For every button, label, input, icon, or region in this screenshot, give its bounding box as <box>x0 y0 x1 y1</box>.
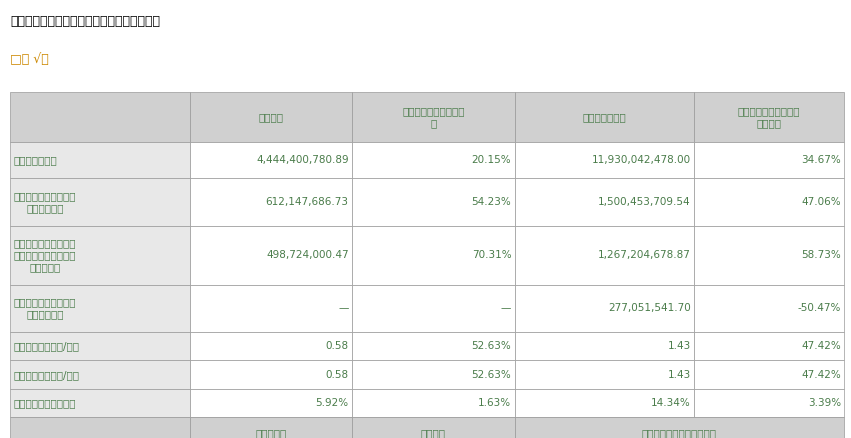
Text: 归属于上市公司股东的
扣除非经常性损益的净
利润（元）: 归属于上市公司股东的 扣除非经常性损益的净 利润（元） <box>14 238 76 272</box>
Text: 1.43: 1.43 <box>667 341 691 351</box>
Text: 20.15%: 20.15% <box>471 155 511 165</box>
Bar <box>515 178 694 226</box>
Bar <box>352 226 515 285</box>
Text: 612,147,686.73: 612,147,686.73 <box>266 197 349 207</box>
Bar <box>10 226 190 285</box>
Bar <box>694 360 844 389</box>
Text: 营业收入（元）: 营业收入（元） <box>14 155 57 165</box>
Bar <box>694 226 844 285</box>
Bar <box>515 142 694 178</box>
Bar <box>190 389 352 417</box>
Bar <box>10 360 190 389</box>
Text: 本报告期末比上年度末增减: 本报告期末比上年度末增减 <box>642 428 717 438</box>
Bar <box>515 417 844 438</box>
Bar <box>694 285 844 332</box>
Text: 54.23%: 54.23% <box>471 197 511 207</box>
Bar <box>352 178 515 226</box>
Text: 498,724,000.47: 498,724,000.47 <box>266 250 349 260</box>
Bar <box>190 178 352 226</box>
Text: 47.42%: 47.42% <box>801 341 841 351</box>
Text: 本报告期: 本报告期 <box>259 112 283 122</box>
Text: 52.63%: 52.63% <box>471 370 511 380</box>
Text: 年初至报告期末比上年
同期增减: 年初至报告期末比上年 同期增减 <box>738 106 801 128</box>
Bar <box>352 389 515 417</box>
Bar <box>352 92 515 142</box>
Bar <box>190 92 352 142</box>
Text: 基本每股收益（元/股）: 基本每股收益（元/股） <box>14 341 80 351</box>
Text: 11,930,042,478.00: 11,930,042,478.00 <box>591 155 691 165</box>
Bar <box>352 417 515 438</box>
Bar <box>190 332 352 360</box>
Text: 本报告期比上年同期增
减: 本报告期比上年同期增 减 <box>403 106 465 128</box>
Text: 52.63%: 52.63% <box>471 341 511 351</box>
Bar <box>190 417 352 438</box>
Bar <box>694 142 844 178</box>
Bar <box>352 332 515 360</box>
Text: 0.58: 0.58 <box>326 341 349 351</box>
Text: 4,444,400,780.89: 4,444,400,780.89 <box>256 155 349 165</box>
Text: 加权平均净资产收益率: 加权平均净资产收益率 <box>14 398 76 408</box>
Bar <box>10 92 190 142</box>
Text: 1.63%: 1.63% <box>478 398 511 408</box>
Bar <box>10 178 190 226</box>
Bar <box>515 226 694 285</box>
Text: □是 √否: □是 √否 <box>10 53 49 66</box>
Text: 34.67%: 34.67% <box>801 155 841 165</box>
Text: 稀释每股收益（元/股）: 稀释每股收益（元/股） <box>14 370 80 380</box>
Text: 1.43: 1.43 <box>667 370 691 380</box>
Text: —: — <box>501 304 511 313</box>
Bar <box>515 332 694 360</box>
Text: 年初至报告期末: 年初至报告期末 <box>583 112 626 122</box>
Bar <box>10 389 190 417</box>
Bar <box>515 285 694 332</box>
Text: 14.34%: 14.34% <box>651 398 691 408</box>
Bar <box>10 332 190 360</box>
Text: 0.58: 0.58 <box>326 370 349 380</box>
Text: 3.39%: 3.39% <box>808 398 841 408</box>
Bar <box>190 226 352 285</box>
Bar <box>190 285 352 332</box>
Text: 1,267,204,678.87: 1,267,204,678.87 <box>597 250 691 260</box>
Text: 归属于上市公司股东的
净利润（元）: 归属于上市公司股东的 净利润（元） <box>14 191 76 213</box>
Text: —: — <box>339 304 349 313</box>
Bar <box>515 360 694 389</box>
Bar <box>694 92 844 142</box>
Bar <box>694 389 844 417</box>
Text: 1,500,453,709.54: 1,500,453,709.54 <box>598 197 691 207</box>
Text: 47.42%: 47.42% <box>801 370 841 380</box>
Bar <box>515 389 694 417</box>
Text: 上年度末: 上年度末 <box>421 428 446 438</box>
Text: 277,051,541.70: 277,051,541.70 <box>608 304 691 313</box>
Bar <box>352 142 515 178</box>
Bar <box>694 178 844 226</box>
Bar <box>352 360 515 389</box>
Bar <box>352 285 515 332</box>
Bar <box>515 92 694 142</box>
Text: 5.92%: 5.92% <box>316 398 349 408</box>
Text: 本报告期末: 本报告期末 <box>255 428 287 438</box>
Bar <box>694 332 844 360</box>
Bar <box>190 360 352 389</box>
Text: 公司是否需追溯调整或重述以前年度会计数据: 公司是否需追溯调整或重述以前年度会计数据 <box>10 15 160 28</box>
Text: 47.06%: 47.06% <box>801 197 841 207</box>
Text: -50.47%: -50.47% <box>797 304 841 313</box>
Bar <box>190 142 352 178</box>
Bar <box>10 417 190 438</box>
Bar <box>10 285 190 332</box>
Bar <box>10 142 190 178</box>
Text: 70.31%: 70.31% <box>471 250 511 260</box>
Text: 经营活动产生的现金流
量净额（元）: 经营活动产生的现金流 量净额（元） <box>14 297 76 320</box>
Text: 58.73%: 58.73% <box>801 250 841 260</box>
